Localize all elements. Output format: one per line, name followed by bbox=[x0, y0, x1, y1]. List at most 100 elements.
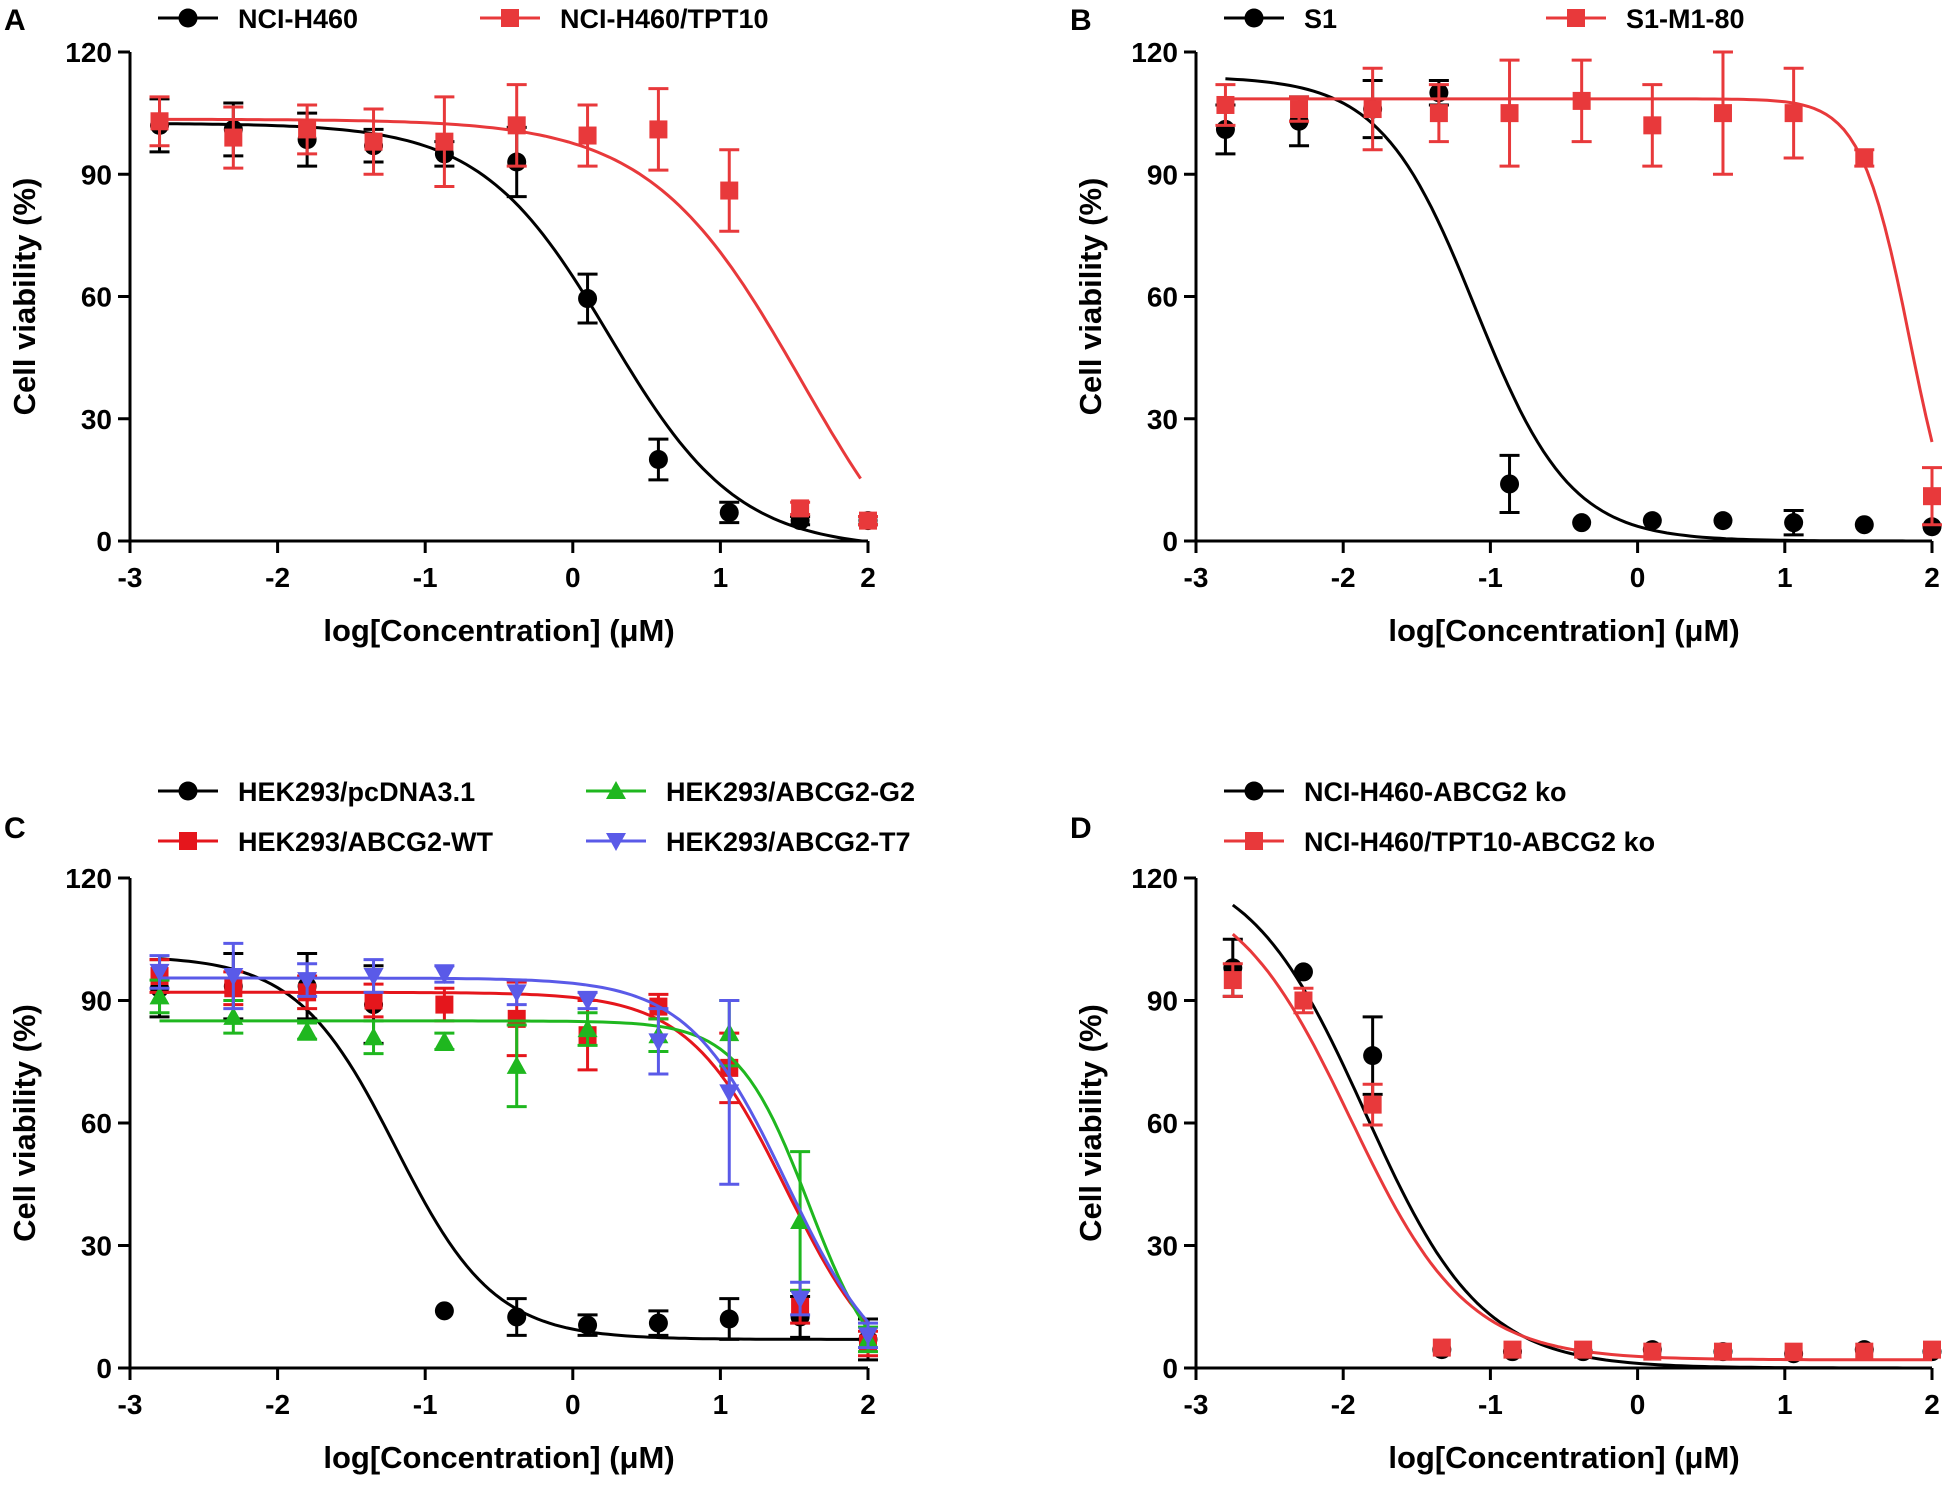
data-point bbox=[1500, 474, 1520, 494]
x-tick-label: -3 bbox=[118, 562, 143, 593]
legend-label: NCI-H460 bbox=[238, 4, 358, 34]
data-point bbox=[224, 128, 243, 147]
legend-swatch-marker bbox=[179, 832, 197, 850]
y-tick-label: 90 bbox=[1147, 986, 1178, 1017]
fit-curve bbox=[1225, 97, 1934, 443]
y-tick-label: 30 bbox=[1147, 1231, 1178, 1262]
legend-item: HEK293/ABCG2-WT bbox=[158, 827, 494, 857]
legend-label: HEK293/pcDNA3.1 bbox=[238, 777, 475, 807]
x-axis-title: log[Concentration] (μM) bbox=[323, 1440, 674, 1475]
data-point bbox=[435, 132, 454, 151]
legend-item: HEK293/pcDNA3.1 bbox=[158, 777, 475, 807]
legend-label: NCI-H460-ABCG2 ko bbox=[1304, 777, 1567, 807]
data-point bbox=[791, 499, 810, 518]
x-tick-label: 0 bbox=[1630, 562, 1646, 593]
data-point bbox=[1784, 104, 1803, 123]
data-point bbox=[720, 181, 739, 200]
y-axis-title: Cell viability (%) bbox=[7, 1004, 42, 1242]
data-point bbox=[435, 995, 454, 1014]
legend-swatch-marker bbox=[1244, 8, 1264, 28]
data-point bbox=[1363, 100, 1382, 119]
legend-swatch-marker bbox=[501, 9, 519, 27]
data-point bbox=[577, 1019, 598, 1038]
data-point bbox=[790, 1290, 811, 1309]
x-tick-label: 1 bbox=[1777, 562, 1793, 593]
panel-b: B 0 30 60 90 120 -3 -2 -1 0 1 2 log[Concentration] … bbox=[1070, 4, 1942, 648]
series-hek293-abcg2-g2 bbox=[149, 978, 878, 1354]
data-point bbox=[648, 1313, 668, 1333]
data-point bbox=[577, 992, 598, 1011]
fit-curve bbox=[159, 122, 868, 543]
data-point bbox=[364, 991, 383, 1010]
legend-swatch-marker bbox=[1244, 781, 1264, 801]
fit-curve bbox=[1225, 77, 1932, 543]
legend-item: NCI-H460/TPT10 bbox=[480, 4, 769, 34]
legend-swatch-marker bbox=[606, 781, 626, 799]
y-tick-label: 120 bbox=[65, 863, 112, 894]
legend-label: NCI-H460/TPT10-ABCG2 ko bbox=[1304, 827, 1655, 857]
y-tick-label: 0 bbox=[1162, 1353, 1178, 1384]
series-hek293-abcg2-t7 bbox=[149, 941, 878, 1350]
data-point bbox=[719, 502, 739, 522]
data-point bbox=[1854, 515, 1874, 535]
x-tick-label: 0 bbox=[1630, 1389, 1646, 1420]
data-point bbox=[1642, 511, 1662, 531]
data-point bbox=[363, 1027, 384, 1046]
x-tick-label: -2 bbox=[1331, 1389, 1356, 1420]
x-tick-label: -2 bbox=[265, 562, 290, 593]
data-point bbox=[149, 986, 170, 1005]
legend-item: NCI-H460-ABCG2 ko bbox=[1224, 777, 1567, 807]
y-tick-label: 0 bbox=[96, 1353, 112, 1384]
data-point bbox=[578, 289, 598, 309]
data-point bbox=[578, 126, 597, 145]
data-point bbox=[719, 1309, 739, 1329]
data-point bbox=[1503, 1340, 1522, 1359]
data-point bbox=[859, 511, 877, 530]
data-point bbox=[790, 1211, 811, 1229]
y-tick-label: 120 bbox=[1131, 37, 1178, 68]
data-point bbox=[364, 132, 383, 151]
data-point bbox=[1500, 104, 1519, 123]
y-tick-label: 30 bbox=[81, 404, 112, 435]
data-point bbox=[150, 112, 169, 131]
data-point bbox=[1643, 1342, 1662, 1361]
data-point bbox=[1574, 1340, 1593, 1359]
x-axis-title: log[Concentration] (μM) bbox=[1388, 613, 1739, 648]
x-tick-label: 1 bbox=[713, 562, 729, 593]
y-tick-label: 60 bbox=[81, 1108, 112, 1139]
data-point bbox=[298, 120, 317, 139]
legend-item: HEK293/ABCG2-G2 bbox=[586, 777, 915, 807]
y-tick-label: 0 bbox=[1162, 526, 1178, 557]
data-point bbox=[1713, 104, 1732, 123]
y-tick-label: 60 bbox=[1147, 282, 1178, 313]
data-point bbox=[506, 1055, 527, 1074]
data-point bbox=[1290, 100, 1309, 119]
data-point bbox=[363, 968, 384, 986]
legend-label: S1 bbox=[1304, 4, 1337, 34]
legend-item: NCI-H460/TPT10-ABCG2 ko bbox=[1224, 827, 1655, 857]
panel-letter-d: D bbox=[1070, 812, 1092, 845]
data-point bbox=[507, 116, 526, 135]
data-point bbox=[1923, 1340, 1941, 1359]
data-point bbox=[1363, 1095, 1382, 1114]
legend-label: HEK293/ABCG2-G2 bbox=[666, 777, 915, 807]
data-point bbox=[1572, 513, 1592, 533]
data-point bbox=[507, 1307, 527, 1327]
data-point bbox=[1429, 104, 1448, 123]
data-point bbox=[648, 450, 668, 469]
y-axis-title: Cell viability (%) bbox=[1073, 178, 1108, 416]
x-tick-label: -1 bbox=[413, 1389, 438, 1420]
data-point bbox=[297, 1021, 318, 1040]
data-point bbox=[1643, 116, 1662, 135]
x-tick-label: 0 bbox=[565, 562, 581, 593]
y-tick-label: 90 bbox=[81, 159, 112, 190]
legend-item: NCI-H460 bbox=[158, 4, 358, 34]
y-tick-label: 90 bbox=[1147, 159, 1178, 190]
x-tick-label: 2 bbox=[860, 562, 876, 593]
fit-curve bbox=[159, 990, 870, 1326]
legend-swatch-marker bbox=[178, 781, 198, 801]
x-tick-label: 2 bbox=[860, 1389, 876, 1420]
data-point bbox=[507, 1009, 526, 1028]
panel-letter-c: C bbox=[4, 812, 26, 845]
